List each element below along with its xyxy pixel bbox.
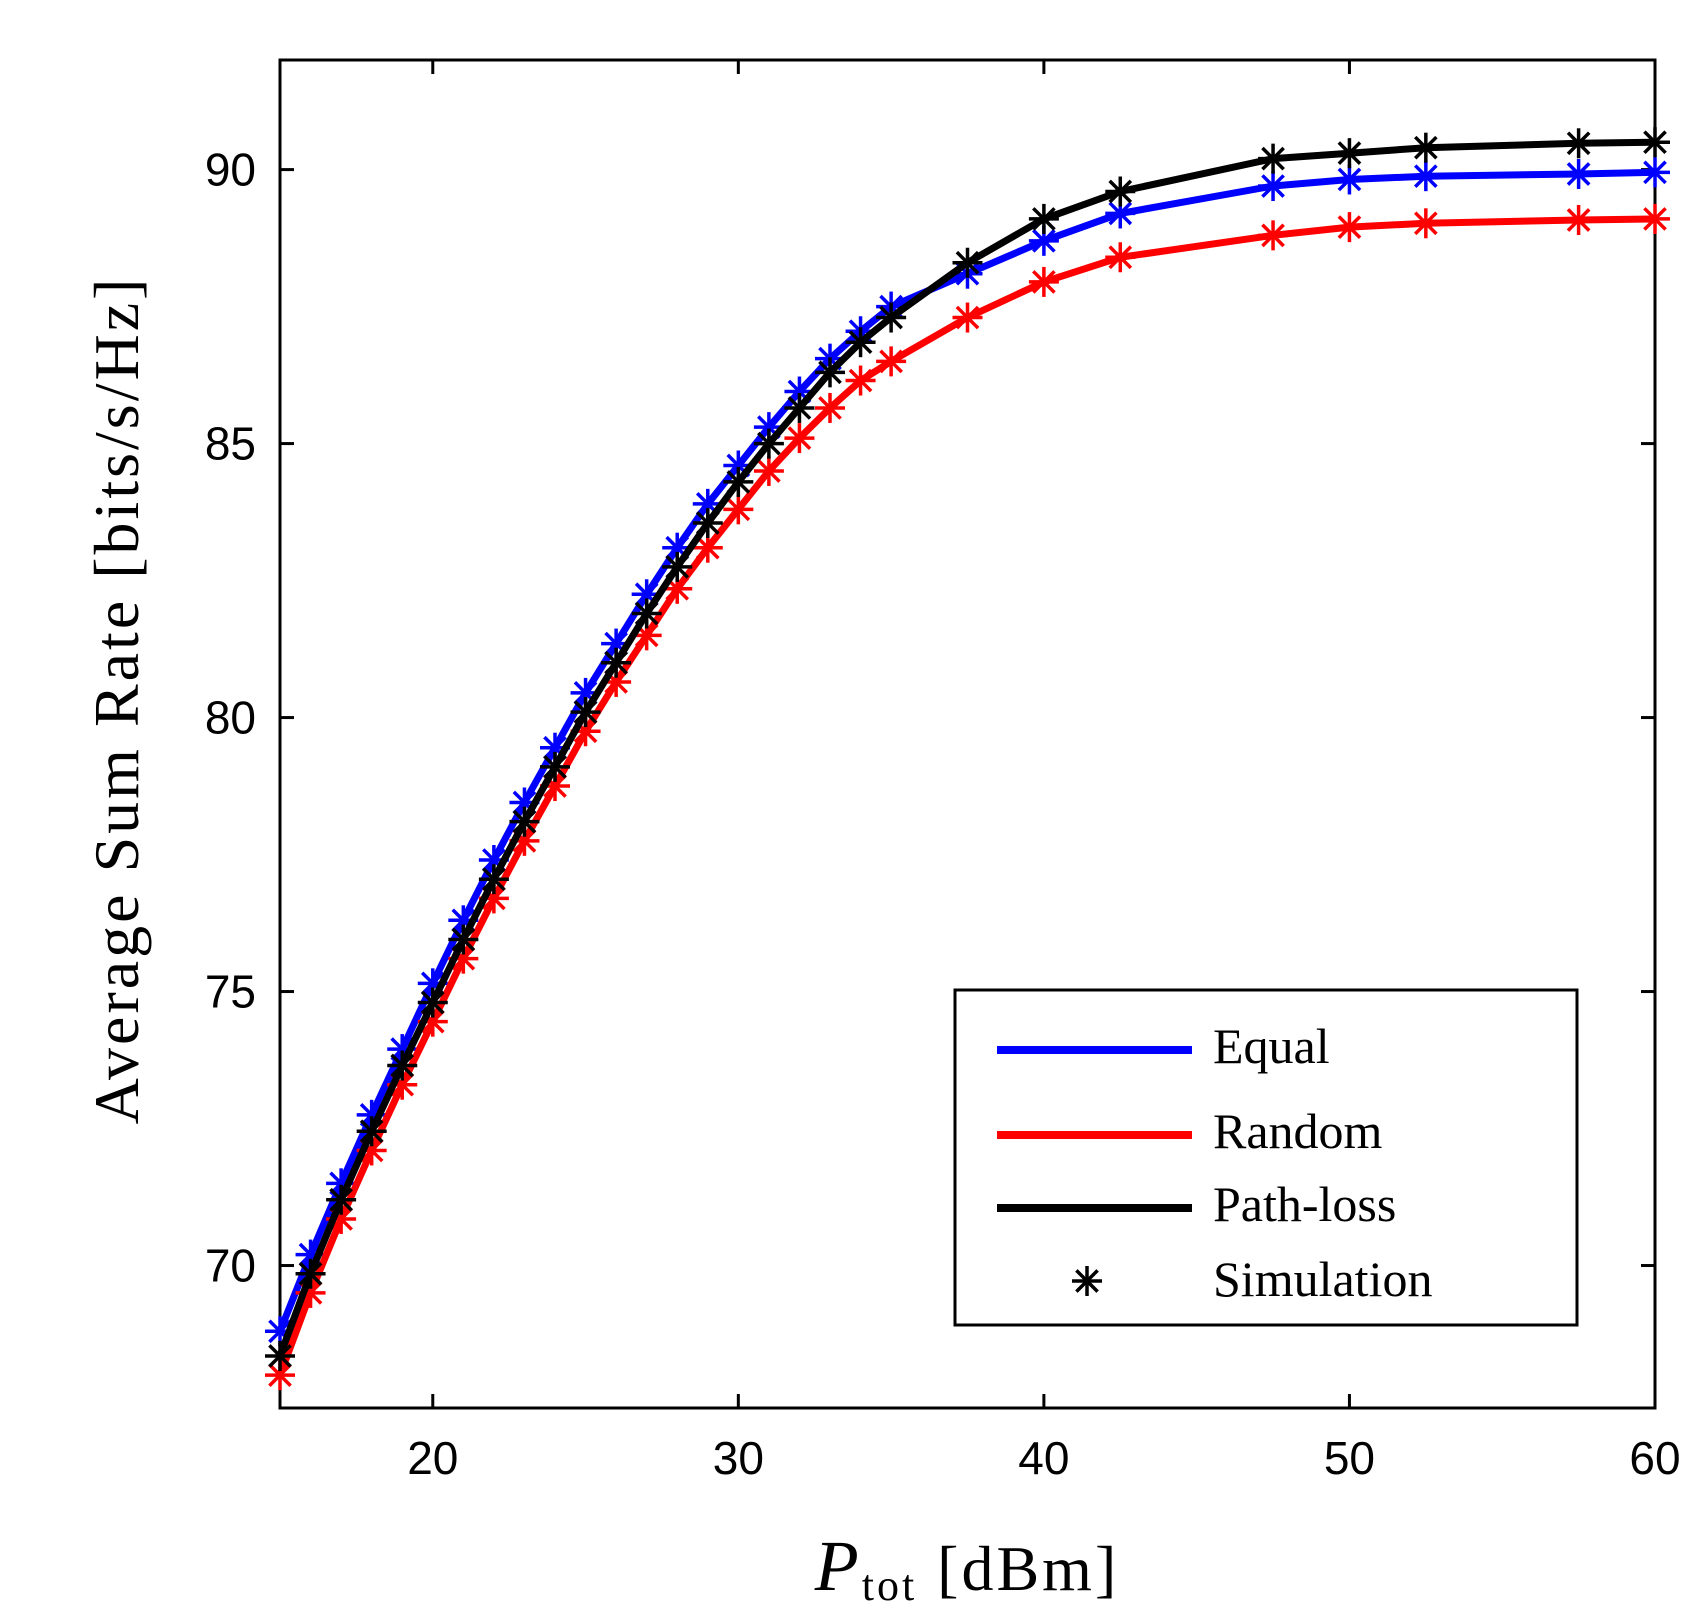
marker-path-loss — [417, 987, 448, 1018]
marker-path-loss — [692, 508, 723, 539]
marker-equal — [1563, 158, 1594, 189]
marker-path-loss — [1258, 143, 1289, 174]
marker-path-loss — [784, 392, 815, 423]
x-tick-label: 60 — [1629, 1432, 1680, 1484]
marker-random — [265, 1360, 295, 1391]
marker-path-loss — [295, 1258, 326, 1289]
marker-path-loss — [1410, 132, 1441, 163]
marker-equal — [1258, 171, 1289, 202]
marker-random — [815, 392, 845, 423]
marker-path-loss — [478, 864, 509, 895]
series-layer — [265, 127, 1670, 1391]
marker-random — [952, 302, 983, 333]
marker-path-loss — [845, 327, 876, 358]
marker-random — [1563, 205, 1594, 236]
marker-random — [1410, 208, 1441, 239]
x-axis-title-unit: [dBm] — [937, 1533, 1119, 1604]
y-axis-title: Average Sum Rate [bits/s/Hz] — [81, 276, 152, 1125]
marker-path-loss — [952, 247, 983, 278]
marker-path-loss — [753, 428, 784, 459]
marker-path-loss — [815, 357, 845, 388]
marker-random — [723, 494, 754, 525]
marker-path-loss — [1028, 203, 1059, 234]
legend-label-simulation: Simulation — [1213, 1251, 1432, 1307]
marker-path-loss — [662, 551, 693, 582]
legend-label-path-loss: Path-loss — [1213, 1176, 1396, 1232]
marker-random — [876, 346, 907, 377]
marker-random — [1105, 242, 1136, 273]
marker-path-loss — [448, 924, 479, 955]
x-tick-label: 30 — [713, 1432, 764, 1484]
marker-path-loss — [723, 466, 754, 497]
marker-path-loss — [387, 1050, 418, 1081]
marker-path-loss — [1640, 127, 1670, 158]
marker-path-loss — [356, 1116, 387, 1147]
y-tick-label: 85 — [205, 418, 256, 470]
marker-path-loss — [876, 302, 907, 333]
plot-area — [278, 58, 1657, 1410]
marker-random — [1028, 266, 1059, 297]
legend-star — [1072, 1266, 1102, 1296]
marker-equal — [1105, 198, 1136, 229]
marker-path-loss — [1105, 176, 1136, 207]
x-tick-label: 20 — [407, 1432, 458, 1484]
marker-path-loss — [265, 1340, 295, 1371]
marker-random — [1258, 220, 1289, 251]
y-tick-label: 80 — [205, 692, 256, 744]
legend-box — [953, 988, 1579, 1327]
marker-random — [753, 455, 784, 486]
legend-star-marker — [1072, 1266, 1102, 1296]
x-tick-label: 50 — [1324, 1432, 1375, 1484]
marker-path-loss — [326, 1184, 357, 1215]
marker-path-loss — [540, 751, 570, 782]
x-tick-label: 40 — [1018, 1432, 1069, 1484]
marker-equal — [1334, 164, 1365, 195]
y-tick-label: 75 — [205, 966, 256, 1018]
marker-path-loss — [509, 806, 540, 837]
marker-path-loss — [631, 598, 662, 629]
y-tick-label: 70 — [205, 1240, 256, 1292]
legend-label-random: Random — [1213, 1103, 1383, 1159]
marker-random — [1334, 212, 1365, 243]
labels-layer: 20 30 40 50 60 70 75 80 85 90 — [205, 144, 1681, 1484]
x-axis-title-main: P — [814, 1526, 862, 1606]
legend: Equal Random Path-loss Simulation — [953, 988, 1579, 1327]
legend-label-equal: Equal — [1213, 1018, 1330, 1074]
marker-path-loss — [570, 697, 601, 728]
x-axis-title-sub: tot — [862, 1561, 917, 1610]
marker-path-loss — [601, 647, 632, 678]
marker-equal — [1410, 161, 1441, 192]
marker-random — [1640, 203, 1670, 234]
marker-random — [845, 365, 876, 396]
marker-equal — [1640, 157, 1670, 188]
marker-path-loss — [1563, 128, 1594, 159]
x-axis-title: Ptot [dBm] — [814, 1526, 1120, 1610]
marker-random — [784, 423, 815, 454]
ticks-layer — [280, 60, 1657, 1408]
y-tick-label: 90 — [205, 144, 256, 196]
marker-path-loss — [1334, 138, 1365, 169]
